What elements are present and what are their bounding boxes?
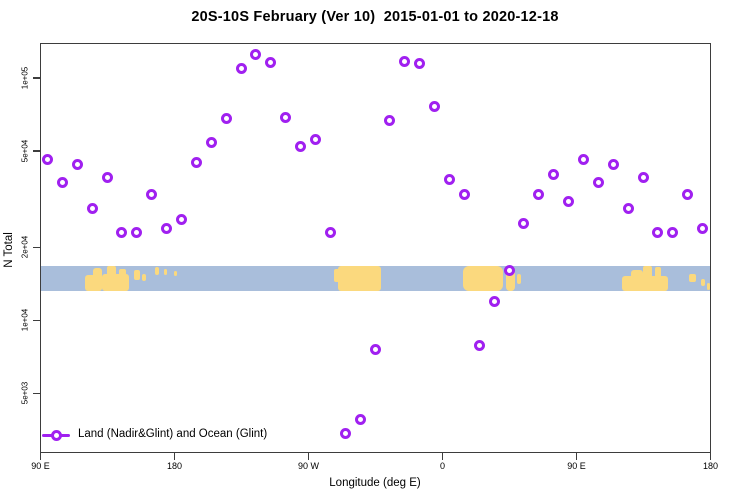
x-axis-tick-label: 90 W	[297, 461, 319, 471]
x-axis-tick	[441, 453, 444, 460]
y-axis-tick	[33, 246, 41, 249]
data-point-marker	[548, 168, 560, 180]
y-axis-tick	[33, 150, 41, 152]
land-patch	[654, 267, 661, 281]
legend-label: Land (Nadir&Glint) and Ocean (Glint)	[78, 428, 268, 440]
data-point-marker	[309, 133, 321, 145]
data-point-marker	[280, 111, 292, 123]
land-patch	[173, 271, 177, 276]
x-axis-tick-label: 180	[166, 461, 183, 471]
land-patch	[706, 283, 710, 290]
y-axis-tick-label: 2e+04	[20, 236, 30, 259]
data-point-marker	[503, 265, 515, 277]
land-patch	[516, 273, 521, 284]
data-point-marker	[682, 189, 694, 201]
y-axis-label: N Total	[3, 232, 15, 268]
data-point-marker	[250, 49, 262, 61]
land-patch	[92, 268, 102, 291]
land-patch	[688, 273, 696, 283]
data-point-marker	[399, 55, 411, 67]
data-point-marker	[295, 141, 307, 153]
data-point-marker	[369, 343, 381, 355]
land-patch	[505, 269, 515, 291]
data-point-marker	[205, 137, 217, 149]
data-point-marker	[607, 158, 619, 170]
data-point-marker	[146, 189, 158, 201]
x-axis-tick-label: 90 E	[31, 461, 50, 471]
data-point-marker	[190, 156, 202, 168]
map-band-ocean	[41, 266, 710, 291]
data-point-marker	[41, 154, 53, 166]
x-axis-tick	[575, 453, 578, 460]
data-point-marker	[56, 177, 68, 189]
data-point-marker	[592, 177, 604, 189]
land-patch	[337, 266, 381, 291]
y-axis-tick	[33, 77, 41, 79]
y-axis-tick	[33, 319, 41, 321]
land-patch	[700, 278, 705, 286]
data-point-marker	[518, 218, 530, 230]
data-point-marker	[116, 227, 128, 239]
data-point-marker	[101, 171, 113, 183]
data-point-marker	[235, 63, 247, 75]
data-point-marker	[384, 114, 396, 126]
land-patch	[630, 269, 643, 283]
data-point-marker	[577, 154, 589, 166]
land-patch	[133, 269, 140, 280]
land-patch	[333, 268, 341, 283]
land-patch	[118, 269, 126, 291]
chart-title: 20S-10S February (Ver 10) 2015-01-01 to …	[191, 9, 559, 25]
data-point-marker	[161, 222, 173, 234]
land-patch	[106, 266, 116, 291]
land-patch	[642, 266, 652, 281]
data-point-marker	[175, 214, 187, 226]
data-point-marker	[563, 195, 575, 207]
land-patch	[141, 273, 146, 281]
data-point-marker	[324, 227, 336, 239]
data-point-marker	[667, 227, 679, 239]
data-point-marker	[652, 227, 664, 239]
x-axis-label: Longitude (deg E)	[329, 477, 421, 489]
data-point-marker	[533, 189, 545, 201]
data-point-marker	[131, 227, 143, 239]
x-axis-tick	[39, 453, 42, 460]
data-point-marker	[637, 171, 649, 183]
land-patch	[163, 269, 167, 276]
data-point-marker	[71, 158, 83, 170]
y-axis-tick-label: 5e+03	[20, 382, 30, 405]
data-point-marker	[86, 202, 98, 214]
data-point-marker	[473, 339, 485, 351]
data-point-marker	[220, 113, 232, 125]
data-point-marker	[354, 413, 366, 425]
data-point-marker	[339, 428, 351, 440]
x-axis-tick-label: 0	[439, 461, 445, 471]
y-axis-tick-label: 1e+04	[20, 309, 30, 332]
data-point-marker	[265, 56, 277, 68]
x-axis-tick	[307, 453, 310, 460]
data-point-marker	[458, 189, 470, 201]
land-patch	[154, 267, 159, 275]
y-axis-tick	[33, 392, 41, 394]
y-axis-tick-label: 1e+05	[20, 66, 30, 90]
data-point-marker	[488, 295, 500, 307]
plot-frame	[40, 43, 711, 453]
x-axis-tick	[173, 453, 176, 460]
x-axis-tick-label: 180	[702, 461, 719, 471]
plot-area: Land (Nadir&Glint) and Ocean (Glint)	[40, 43, 711, 453]
data-point-marker	[414, 57, 426, 69]
data-point-marker	[443, 174, 455, 186]
x-axis-tick-label: 90 E	[567, 461, 586, 471]
data-point-marker	[622, 202, 634, 214]
data-point-marker	[697, 222, 709, 234]
y-axis-tick-label: 5e+04	[20, 139, 30, 163]
data-point-marker	[429, 101, 441, 113]
land-patch	[462, 266, 503, 291]
legend-marker-circle	[51, 430, 62, 441]
x-axis-tick	[709, 453, 712, 460]
